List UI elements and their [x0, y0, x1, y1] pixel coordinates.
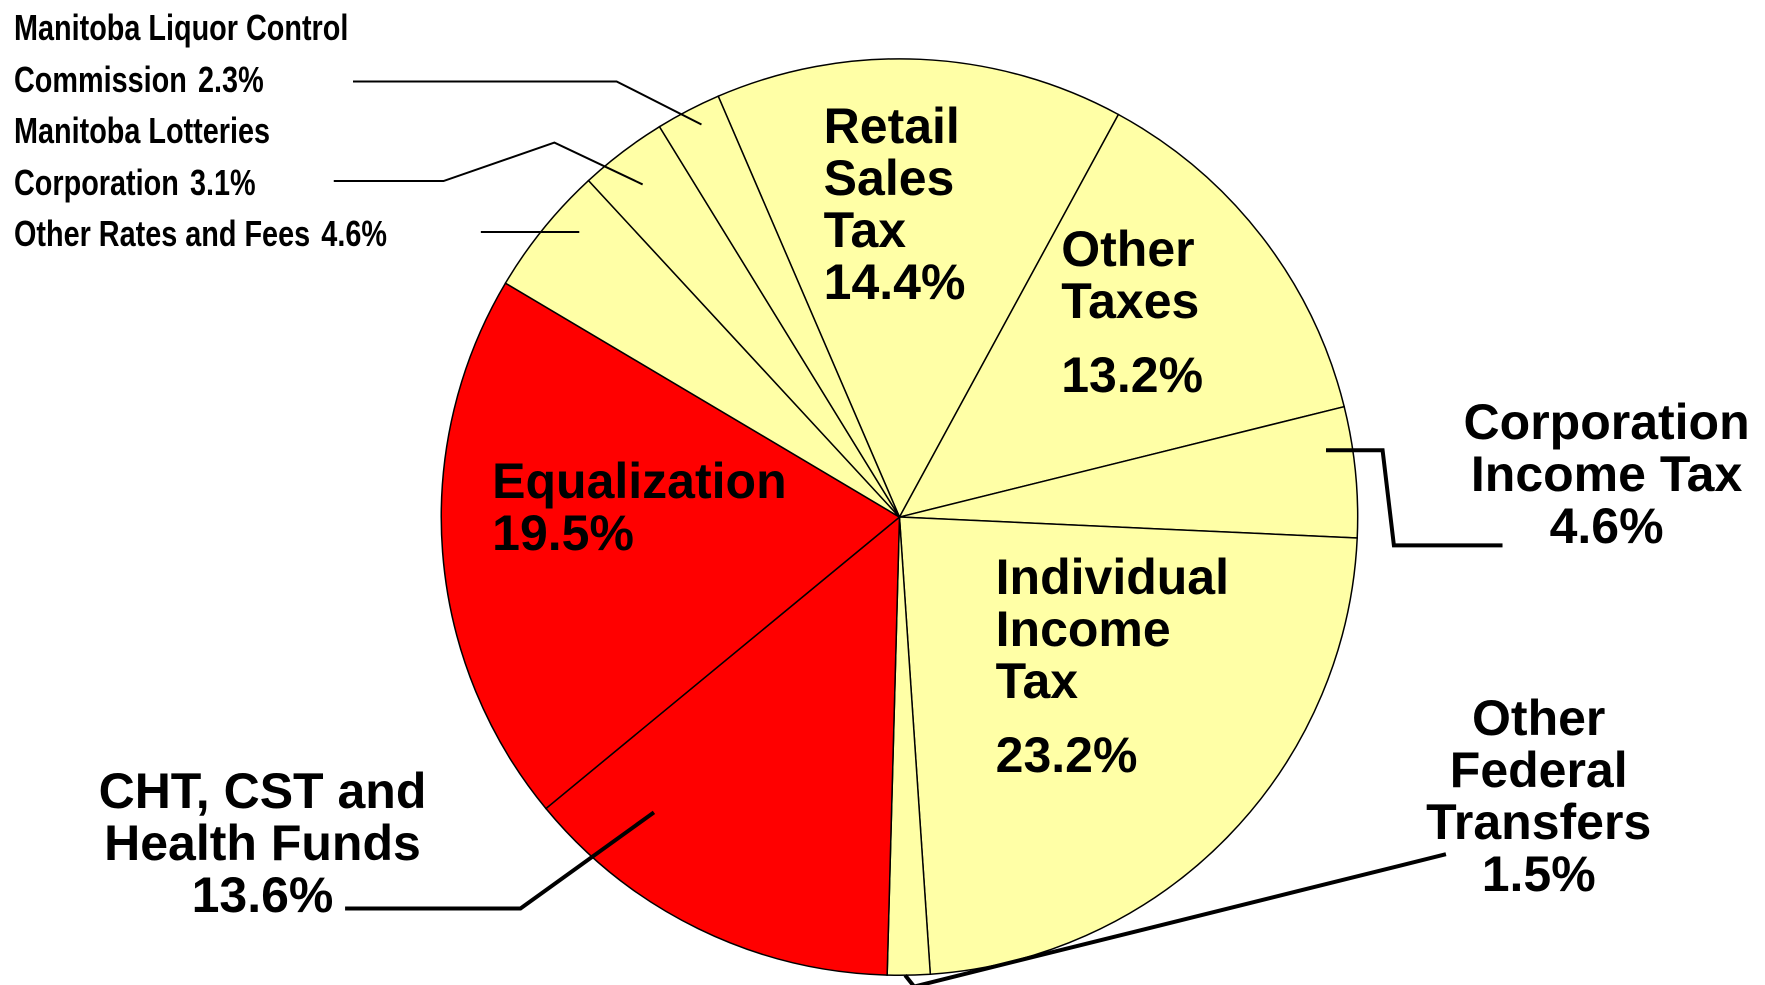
value-label: 13.6% — [191, 866, 334, 923]
value-label: 23.2% — [995, 726, 1138, 783]
value-label: 4.6% — [320, 213, 387, 255]
category-label: Equalization — [492, 452, 787, 509]
value-label: 13.2% — [1061, 346, 1204, 403]
value-label: 2.3% — [197, 59, 264, 101]
leader-line — [903, 852, 1447, 985]
value-label: 19.5% — [492, 504, 634, 561]
value-label: 4.6% — [1549, 497, 1664, 554]
category-label: CHT, CST and Health Funds — [98, 762, 427, 871]
slice-label: Retail Sales Tax 14.4% — [824, 100, 966, 308]
leader-line — [353, 80, 702, 126]
pie-slice — [658, 95, 901, 518]
slice-label: Manitoba Lotteries Corporation 3.1% — [14, 105, 270, 209]
slice-label: Equalization 19.5% — [492, 455, 786, 559]
category-label: Corporation Income Tax — [1463, 393, 1750, 502]
pie-slice — [717, 58, 1120, 519]
slice-label: Corporation Income Tax 4.6% — [1464, 396, 1750, 552]
value-label: 1.5% — [1481, 846, 1596, 903]
leader-line — [1326, 448, 1503, 548]
slice-label: Manitoba Liquor Control Commission 2.3% — [14, 2, 348, 106]
leader-line — [345, 810, 656, 911]
category-label: Retail Sales Tax — [823, 97, 960, 258]
pie-slice — [897, 113, 1346, 519]
category-label: Other Taxes — [1061, 220, 1200, 329]
pie-slice — [440, 282, 901, 810]
pie-slice — [544, 515, 901, 976]
category-label: Other Federal Transfers — [1426, 690, 1652, 851]
value-label: 3.1% — [189, 162, 256, 204]
category-label: Manitoba Lotteries Corporation — [13, 110, 270, 204]
leader-line — [333, 141, 644, 186]
value-label: 14.4% — [823, 253, 966, 310]
slice-label: Individual Income Tax 23.2% — [996, 551, 1229, 781]
category-label: Manitoba Liquor Control Commission — [13, 7, 348, 101]
slice-label: Other Rates and Fees 4.6% — [14, 208, 387, 260]
slice-label: CHT, CST and Health Funds 13.6% — [99, 765, 427, 921]
slice-label: Other Federal Transfers 1.5% — [1426, 692, 1652, 900]
slice-label: Other Taxes 13.2% — [1061, 223, 1203, 401]
category-label: Individual Income Tax — [995, 548, 1229, 709]
category-label: Other Rates and Fees — [13, 213, 310, 255]
